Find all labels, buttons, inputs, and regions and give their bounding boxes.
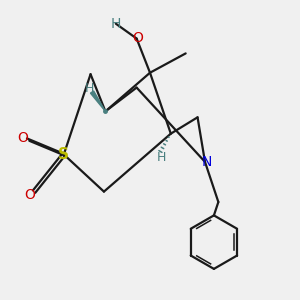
Text: S: S (58, 147, 69, 162)
Text: N: N (201, 155, 212, 169)
Polygon shape (91, 91, 105, 111)
Text: O: O (17, 131, 28, 145)
Text: H: H (111, 17, 121, 31)
Text: O: O (24, 188, 35, 202)
Text: H: H (84, 82, 94, 95)
Text: O: O (133, 31, 143, 45)
Text: H: H (157, 151, 167, 164)
